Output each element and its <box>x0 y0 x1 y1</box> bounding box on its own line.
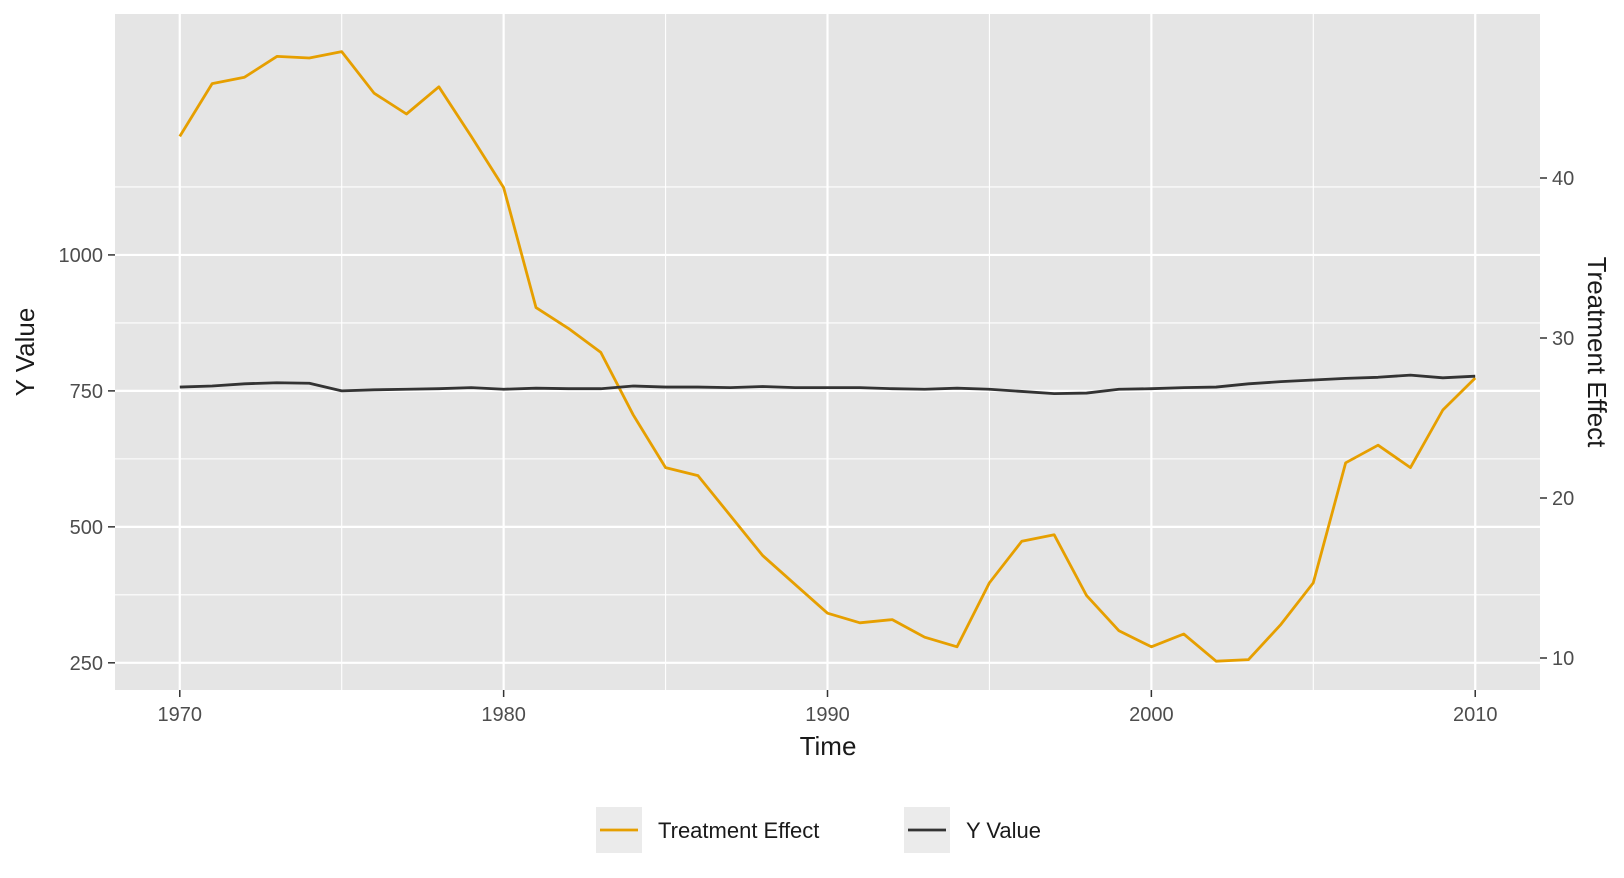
x-tick-label: 2000 <box>1129 704 1174 726</box>
series-line-y-value <box>179 373 1476 395</box>
x-tick-label: 2010 <box>1453 704 1498 726</box>
y2-tick-label: 20 <box>1552 488 1574 510</box>
y-tick-label: 750 <box>70 381 103 403</box>
y2-axis-title: Treatment Effect <box>1582 257 1612 449</box>
y-axis-title: Y Value <box>10 308 40 397</box>
series-line-treatment-effect <box>178 50 1477 663</box>
x-tick-label: 1980 <box>481 704 526 726</box>
y2-tick-label: 10 <box>1552 648 1574 670</box>
series-layer <box>178 50 1477 663</box>
legend-label-y-value: Y Value <box>966 818 1041 843</box>
y2-tick-label: 30 <box>1552 328 1574 350</box>
y2-tick-label: 40 <box>1552 168 1574 190</box>
x-axis-title: Time <box>800 731 857 761</box>
axis-layer: 1970 1980 1990 2000 2010 250 500 750 1000 10 20 30 4… <box>59 168 1575 726</box>
legend: Treatment Effect Y Value <box>596 807 1041 853</box>
y-tick-label: 250 <box>70 653 103 675</box>
y-tick-label: 1000 <box>59 245 104 267</box>
x-tick-label: 1970 <box>158 704 203 726</box>
x-tick-label: 1990 <box>805 704 850 726</box>
legend-label-treatment-effect: Treatment Effect <box>658 818 819 843</box>
y-tick-label: 500 <box>70 517 103 539</box>
